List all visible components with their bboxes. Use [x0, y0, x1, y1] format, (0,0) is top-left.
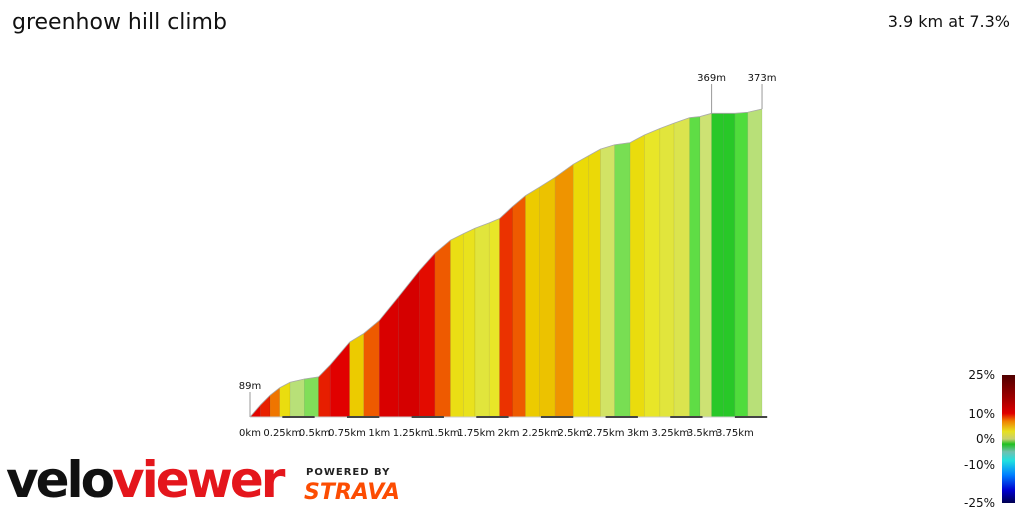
- elevation-annotation: 373m: [748, 73, 777, 84]
- page-title: greenhow hill climb: [12, 10, 227, 35]
- x-tick-label: 3.25km: [651, 428, 689, 439]
- gradient-segment: [659, 122, 675, 418]
- gradient-segment: [734, 111, 749, 418]
- gradient-segment: [289, 378, 305, 418]
- gradient-segment: [644, 128, 661, 418]
- x-tick-label: 2.75km: [587, 428, 625, 439]
- x-axis-band: [346, 416, 380, 418]
- gradient-segment: [304, 376, 319, 418]
- x-tick-label: 1km: [368, 428, 390, 439]
- climb-summary: 3.9 km at 7.3%: [887, 12, 1010, 31]
- gradient-legend-bar: [1002, 375, 1015, 503]
- gradient-segment: [600, 144, 615, 418]
- gradient-segment: [260, 394, 271, 418]
- gradient-segment: [419, 252, 436, 418]
- x-tick-label: 0.25km: [263, 428, 301, 439]
- elevation-annotation: 89m: [239, 381, 261, 392]
- gradient-segment: [474, 222, 490, 418]
- gradient-segment: [279, 381, 291, 418]
- gradient-segment: [629, 134, 645, 418]
- gradient-segment: [699, 112, 712, 418]
- powered-by-label: POWERED BY: [306, 467, 391, 478]
- x-tick-label: 2.5km: [558, 428, 589, 439]
- gradient-segment: [539, 176, 556, 418]
- veloviewer-logo: veloviewer: [6, 451, 285, 509]
- gradient-segment: [450, 233, 464, 418]
- x-tick-label: 0km: [239, 428, 261, 439]
- x-tick-label: 1.75km: [457, 428, 495, 439]
- elevation-annotation: 369m: [697, 73, 726, 84]
- x-tick-label: 2.25km: [522, 428, 560, 439]
- x-tick-label: 3.75km: [716, 428, 754, 439]
- strava-logo: STRAVA: [304, 480, 400, 505]
- x-axis-band: [282, 416, 315, 418]
- gradient-segment: [722, 113, 736, 418]
- x-axis-band: [411, 416, 444, 418]
- gradient-segment: [499, 206, 513, 418]
- gradient-segment: [488, 218, 500, 418]
- x-tick-label: 3km: [627, 428, 649, 439]
- profile-outline: [249, 108, 763, 418]
- x-axis-band: [540, 416, 574, 418]
- x-axis-band: [670, 416, 703, 418]
- gradient-segment: [363, 319, 380, 418]
- legend-label-minus10: -10%: [963, 458, 995, 472]
- gradient-segment: [689, 116, 701, 418]
- legend-label-minus25: -25%: [963, 496, 995, 510]
- gradient-segment: [747, 108, 763, 418]
- gradient-segment: [349, 333, 365, 418]
- x-tick-label: 1.5km: [428, 428, 459, 439]
- gradient-segment: [434, 239, 451, 418]
- gradient-segment: [614, 142, 631, 418]
- gradient-segment: [269, 387, 280, 418]
- gradient-segment: [318, 364, 331, 418]
- legend-label-0: 0%: [975, 432, 995, 446]
- x-tick-label: 1.25km: [393, 428, 431, 439]
- x-tick-label: 0.75km: [328, 428, 366, 439]
- x-tick-label: 3.5km: [687, 428, 718, 439]
- gradient-segment: [512, 195, 526, 418]
- x-tick-label: 0.5km: [299, 428, 330, 439]
- x-axis-band: [734, 416, 768, 418]
- legend-label-10: 10%: [968, 407, 995, 421]
- gradient-segment: [525, 186, 540, 418]
- legend-label-25: 25%: [968, 368, 995, 382]
- gradient-segment: [463, 227, 476, 418]
- gradient-segment: [573, 155, 590, 418]
- x-axis-band: [476, 416, 509, 418]
- gradient-segment: [554, 163, 574, 418]
- gradient-segment: [711, 113, 724, 418]
- gradient-segment: [673, 117, 690, 418]
- gradient-segment: [379, 295, 399, 418]
- x-axis-band: [605, 416, 638, 418]
- gradient-segment: [588, 148, 601, 418]
- x-tick-label: 2km: [498, 428, 520, 439]
